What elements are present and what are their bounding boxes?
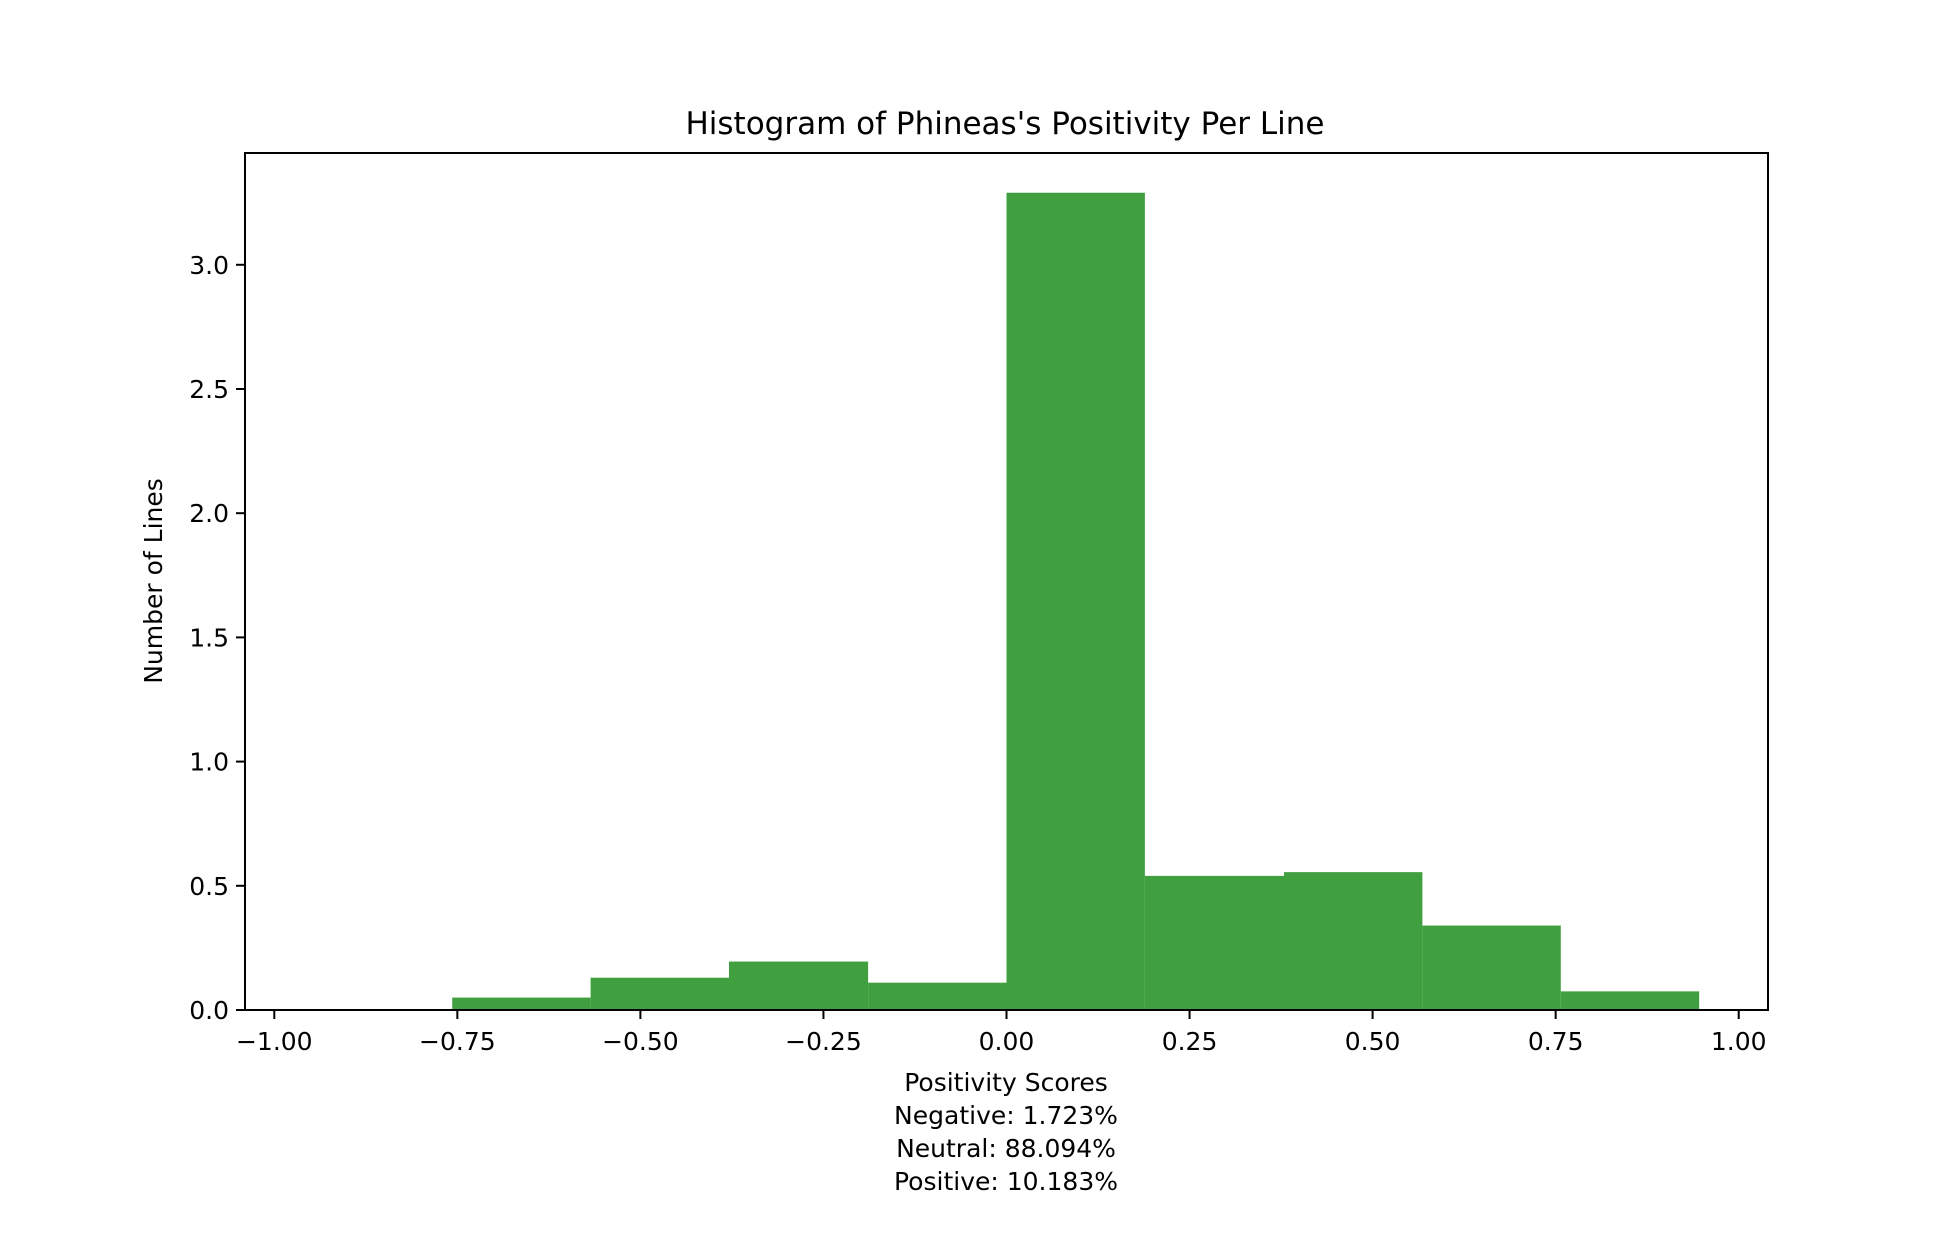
x-tick-label: 0.00 — [979, 1027, 1035, 1056]
histogram-bar-3 — [728, 961, 869, 1010]
bars-group — [452, 192, 1700, 1010]
x-tick-label: −0.50 — [602, 1027, 679, 1056]
x-tick-label: −0.25 — [785, 1027, 862, 1056]
x-tick-label: −0.75 — [419, 1027, 496, 1056]
y-tick-label: 0.0 — [189, 996, 229, 1025]
histogram-bar-6 — [1144, 875, 1285, 1010]
histogram-bar-9 — [1560, 991, 1700, 1010]
histogram-bar-2 — [590, 977, 729, 1010]
x-tick-label: −1.00 — [236, 1027, 313, 1056]
x-axis-label-line-1: Positivity Scores — [904, 1068, 1108, 1097]
histogram-bar-5 — [1006, 192, 1145, 1010]
y-tick-label: 3.0 — [189, 251, 229, 280]
x-tick-label: 1.00 — [1711, 1027, 1767, 1056]
histogram-bar-1 — [452, 997, 591, 1010]
histogram-bar-7 — [1284, 872, 1423, 1010]
x-tick-label: 0.25 — [1162, 1027, 1218, 1056]
x-axis-label-line-2: Negative: 1.723% — [894, 1101, 1118, 1130]
x-axis-ticks: −1.00 −0.75 −0.50 −0.25 0.00 0.25 0.50 0.75 1.00 — [236, 1010, 1767, 1056]
y-tick-label: 1.0 — [189, 748, 229, 777]
y-tick-label: 2.5 — [189, 375, 229, 404]
y-axis-ticks: 0.0 0.5 1.0 1.5 2.0 2.5 3.0 — [189, 251, 245, 1025]
histogram-bar-8 — [1422, 925, 1561, 1010]
y-tick-label: 2.0 — [189, 499, 229, 528]
y-tick-label: 1.5 — [189, 623, 229, 652]
x-axis-label-line-4: Positive: 10.183% — [894, 1167, 1118, 1196]
y-tick-label: 0.5 — [189, 872, 229, 901]
y-axis-label: Number of Lines — [139, 478, 168, 684]
histogram-bar-4 — [868, 982, 1007, 1010]
x-tick-label: 0.50 — [1345, 1027, 1401, 1056]
x-axis-label-line-3: Neutral: 88.094% — [896, 1134, 1116, 1163]
x-tick-label: 0.75 — [1528, 1027, 1584, 1056]
chart-title: Histogram of Phineas's Positivity Per Li… — [685, 106, 1324, 142]
